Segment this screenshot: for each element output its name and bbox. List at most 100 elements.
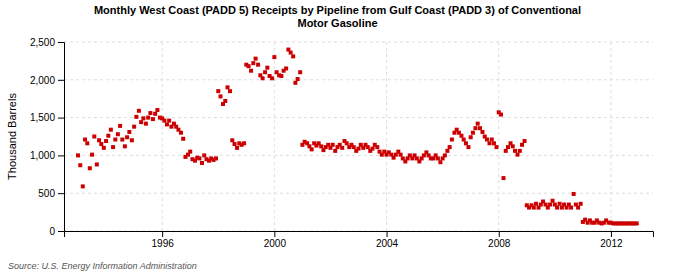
point: [109, 128, 113, 132]
point: [443, 153, 447, 157]
tick-mark: [274, 231, 275, 237]
axis-line: [65, 232, 654, 238]
y-grid-line: [64, 193, 653, 194]
tick-mark: [58, 42, 64, 43]
point: [139, 120, 143, 124]
point: [340, 146, 344, 150]
point: [141, 116, 145, 120]
point: [256, 63, 260, 67]
point: [469, 135, 473, 139]
point: [506, 145, 510, 149]
point: [134, 115, 138, 119]
point: [516, 153, 520, 157]
point: [331, 143, 335, 147]
point: [230, 138, 234, 142]
chart: 1996200020042008201205001,0001,5002,0002…: [0, 0, 675, 275]
tick-mark: [499, 231, 500, 237]
point: [520, 143, 524, 147]
point: [513, 149, 517, 153]
point: [97, 138, 101, 142]
x-axis: 1996 2000 2004 2008 2012: [65, 231, 654, 249]
point: [247, 64, 251, 68]
point: [375, 145, 379, 149]
x-grid-line: [162, 42, 163, 231]
point: [272, 55, 276, 59]
point: [123, 144, 127, 148]
y-grid-line: [64, 42, 653, 43]
point: [471, 131, 475, 135]
point: [487, 141, 491, 145]
point: [492, 141, 496, 145]
point: [291, 54, 295, 58]
point: [450, 138, 454, 142]
point: [226, 85, 230, 89]
tick: 2000: [264, 231, 287, 249]
point: [485, 138, 489, 142]
point: [462, 138, 466, 142]
grid: [64, 42, 653, 231]
point: [188, 150, 192, 154]
point: [523, 139, 527, 143]
point: [459, 134, 463, 138]
tick-mark: [162, 231, 163, 237]
point: [464, 141, 468, 145]
annotation: Source: U.S. Energy Information Administ…: [8, 261, 197, 271]
point: [242, 141, 246, 145]
point: [558, 202, 562, 206]
point: [76, 153, 80, 157]
point: [445, 149, 449, 153]
tick: 2,500: [30, 37, 64, 48]
tick-label: 1,000: [30, 150, 55, 161]
tick-mark: [387, 231, 388, 237]
point: [111, 145, 115, 149]
point: [263, 70, 267, 74]
point: [223, 99, 227, 103]
tick-label: 2012: [600, 238, 623, 249]
point: [551, 199, 555, 203]
point: [251, 61, 255, 65]
point: [99, 142, 103, 146]
tick: 1,000: [30, 150, 64, 161]
point: [85, 141, 89, 145]
tick-mark: [58, 80, 64, 81]
title: Monthly West Coast (PADD 5) Receipts by …: [94, 4, 581, 29]
point: [219, 94, 223, 98]
point: [548, 203, 552, 207]
point: [95, 162, 99, 166]
point: [165, 122, 169, 126]
point: [555, 206, 559, 210]
point: [132, 125, 136, 129]
tick: 0: [49, 226, 64, 237]
tick-label: 0: [49, 226, 55, 237]
point: [270, 76, 274, 80]
tick-mark: [58, 155, 64, 156]
y-axis-title: Thousand Barrels: [6, 93, 18, 180]
tick-label: 2000: [264, 238, 287, 249]
point: [261, 76, 265, 80]
point: [151, 117, 155, 121]
point: [167, 119, 171, 123]
point: [436, 156, 440, 160]
point: [214, 156, 218, 160]
point: [200, 161, 204, 165]
point: [448, 145, 452, 149]
tick: 1996: [152, 231, 175, 249]
point: [228, 89, 232, 93]
point: [494, 145, 498, 149]
point: [399, 153, 403, 157]
tick: 1,500: [30, 112, 64, 123]
point: [83, 138, 87, 142]
point: [333, 149, 337, 153]
point: [90, 153, 94, 157]
point: [113, 138, 117, 142]
y-grid-line: [64, 155, 653, 156]
tick: 2008: [488, 231, 511, 249]
point: [293, 81, 297, 85]
point: [153, 112, 157, 116]
tick-label: 500: [38, 188, 55, 199]
tick: 2004: [376, 231, 399, 249]
point: [102, 146, 106, 150]
point: [298, 70, 302, 74]
point: [127, 130, 131, 134]
point: [125, 135, 129, 139]
